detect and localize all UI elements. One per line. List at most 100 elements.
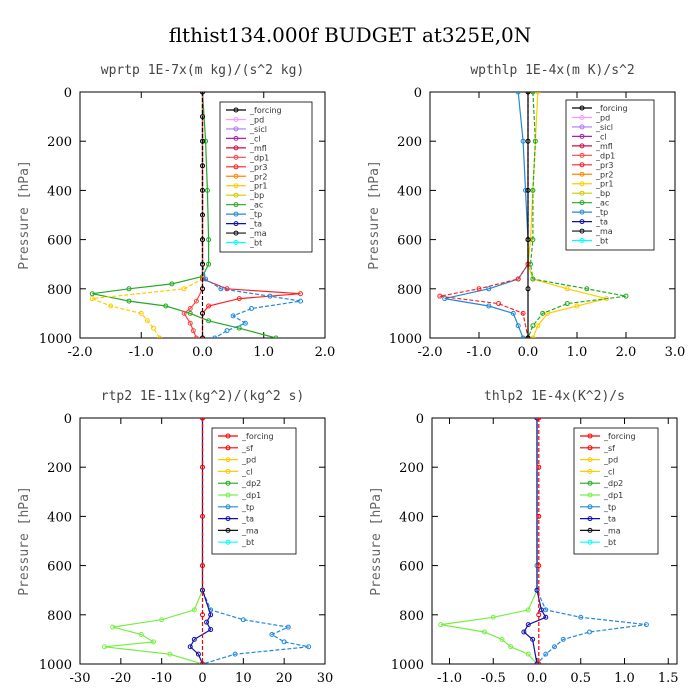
- data-point: [236, 296, 242, 302]
- data-point: [530, 276, 536, 282]
- data-point: [525, 187, 531, 193]
- legend-marker: [225, 468, 231, 474]
- legend-label: _pr3: [249, 163, 267, 172]
- legend-marker: [225, 516, 231, 522]
- legend-label: _tp: [595, 208, 608, 217]
- series-group: [438, 418, 649, 664]
- legend-marker: [579, 152, 585, 158]
- x-tick-label: -10: [151, 671, 172, 686]
- legend-label: _ta: [241, 515, 254, 524]
- data-point: [510, 310, 516, 316]
- legend-label: _cl: [595, 132, 607, 141]
- legend-label: _tp: [249, 210, 262, 219]
- chart-panel-3: rtp2 1E-11x(kg^2)/(kg^2 s) Pressure [hPa]…: [17, 389, 333, 686]
- data-point: [499, 636, 505, 642]
- x-tick-label: 1.5: [658, 671, 679, 686]
- data-point: [525, 286, 531, 292]
- x-tick-label: 1.0: [567, 345, 588, 360]
- data-point: [525, 138, 531, 144]
- data-point: [204, 619, 210, 625]
- data-point: [230, 313, 236, 319]
- legend-marker: [233, 107, 239, 113]
- legend-marker: [579, 133, 585, 139]
- data-point: [212, 335, 218, 338]
- x-tick-label: 0.5: [570, 671, 591, 686]
- x-tick-label: -1.0: [129, 345, 154, 360]
- data-point: [530, 187, 536, 193]
- data-point: [534, 418, 540, 421]
- legend-label: _dp2: [603, 479, 623, 488]
- y-tick-label: 1000: [389, 332, 422, 347]
- y-axis-label: Pressure [hPa]: [369, 486, 384, 596]
- data-point: [543, 651, 549, 657]
- series-group: [437, 92, 629, 338]
- data-point: [269, 631, 275, 637]
- x-tick-label: -1.0: [437, 671, 462, 686]
- figure-title: flthist134.000f BUDGET at325E,0N: [169, 23, 532, 47]
- legend-marker: [225, 492, 231, 498]
- data-point: [206, 261, 212, 267]
- y-tick-label: 400: [47, 510, 72, 525]
- legend: _forcing _sf _pd _cl _dp2 _dp1 _tp _ta _ma _bt: [573, 427, 659, 555]
- data-point: [574, 303, 580, 309]
- data-point: [206, 318, 212, 324]
- legend-label: _pr2: [249, 172, 267, 181]
- legend-label: _ta: [595, 218, 608, 227]
- legend-marker: [587, 492, 593, 498]
- legend-label: _ta: [603, 515, 616, 524]
- legend-label: _ma: [249, 229, 267, 238]
- legend-label: _forcing: [241, 432, 274, 441]
- data-point: [298, 298, 303, 304]
- data-point: [584, 286, 590, 292]
- legend-marker: [579, 124, 585, 130]
- data-point: [159, 617, 165, 623]
- legend-marker: [579, 143, 585, 149]
- legend-label: _bt: [249, 239, 262, 248]
- legend-marker: [225, 504, 231, 510]
- data-point: [536, 563, 542, 569]
- legend-marker: [233, 183, 239, 189]
- data-point: [163, 303, 169, 309]
- y-tick-label: 400: [399, 510, 424, 525]
- series-group: [89, 92, 303, 338]
- y-tick-label: 0: [414, 86, 422, 101]
- panel-title: wprtp 1E-7x(m kg)/(s^2 kg): [101, 63, 305, 78]
- data-point: [200, 163, 205, 169]
- data-point: [536, 661, 542, 664]
- data-point: [643, 622, 649, 628]
- data-point: [102, 644, 107, 650]
- data-point: [525, 607, 531, 613]
- data-point: [267, 293, 273, 299]
- legend-marker: [225, 527, 231, 533]
- legend-label: _dp1: [249, 153, 269, 162]
- data-point: [200, 212, 205, 218]
- x-tick-label: -1.0: [466, 345, 491, 360]
- data-point: [187, 320, 193, 326]
- x-tick-label: 0: [198, 671, 206, 686]
- data-point: [110, 624, 116, 630]
- series-line-ac: [527, 92, 627, 338]
- legend-label: _ma: [603, 526, 621, 535]
- data-point: [224, 328, 230, 334]
- data-point: [208, 612, 214, 618]
- legend-marker: [587, 527, 593, 533]
- x-tick-label: 1.0: [614, 671, 635, 686]
- series-line-pr1: [92, 92, 204, 338]
- y-tick-label: 200: [399, 461, 424, 476]
- data-point: [442, 296, 448, 302]
- data-point: [525, 92, 531, 95]
- data-point: [157, 335, 163, 338]
- data-point: [490, 614, 496, 620]
- legend-label: _pd: [603, 456, 618, 465]
- legend-marker: [587, 468, 593, 474]
- y-tick-label: 400: [47, 184, 72, 199]
- data-point: [200, 310, 205, 316]
- x-tick-label: -2.0: [67, 345, 92, 360]
- data-point: [540, 310, 546, 316]
- data-point: [191, 607, 197, 613]
- data-point: [536, 612, 542, 618]
- legend-label: _pd: [595, 113, 610, 122]
- legend: _forcing_pd_sicl_cl_mfl_dp1_pr3_pr2_pr1_…: [219, 101, 313, 253]
- data-point: [486, 303, 492, 309]
- x-tick-label: -2.0: [417, 345, 442, 360]
